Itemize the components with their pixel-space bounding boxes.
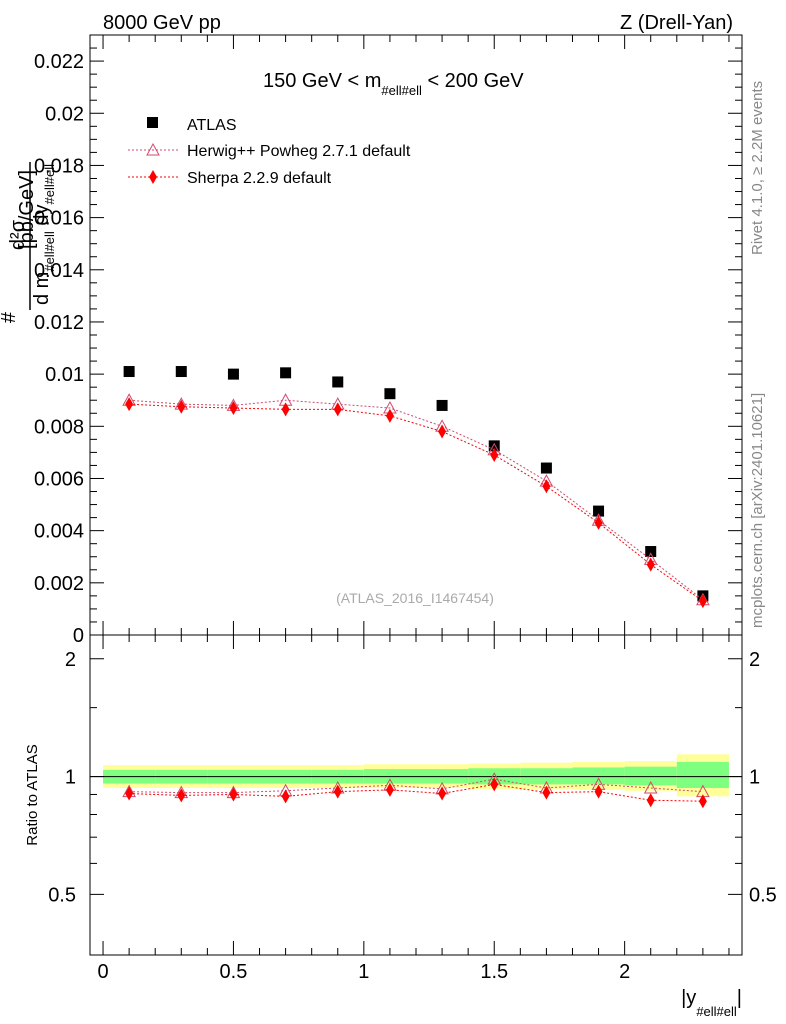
ratio-data-point <box>229 787 238 802</box>
legend-label-sherpa: Sherpa 2.2.9 default <box>187 170 332 187</box>
main-panel: 0 0.002 0.004 0.006 0.008 0.01 0.012 0.014 0.016… <box>0 34 743 647</box>
ratio-data-point <box>698 794 707 809</box>
main-data-point <box>332 376 344 388</box>
ratio-bands <box>103 754 729 797</box>
ratio-y-tick-label: 2 <box>65 649 76 671</box>
ratio-data-point <box>594 784 603 799</box>
y-label-hash: # <box>0 311 20 323</box>
ratio-y-tick-label: 1 <box>65 767 76 789</box>
legend-label-herwig: Herwig++ Powheg 2.7.1 default <box>187 143 411 160</box>
main-data-point <box>281 402 290 417</box>
ratio-data-point <box>643 780 658 794</box>
legend-label-atlas: ATLAS <box>187 117 237 134</box>
main-y-tick-label: 0.012 <box>34 312 84 334</box>
y-label-denominator: d m#ell#ell dy#ell#ell <box>31 164 57 305</box>
main-series-line <box>129 403 704 602</box>
ratio-data-point <box>385 782 394 797</box>
main-y-tick-label: 0 <box>73 625 84 647</box>
main-title: 150 GeV < m#ell#ell < 200 GeV <box>263 70 524 98</box>
main-y-tick-label: 0.02 <box>45 103 84 125</box>
main-data-point <box>438 424 447 439</box>
x-tick-label: 1.5 <box>480 961 508 983</box>
ratio-data-point <box>646 793 655 808</box>
main-y-tick-label: 0.004 <box>34 521 84 543</box>
header-right: Z (Drell-Yan) <box>620 12 733 34</box>
ratio-y-tick-labels-right: 0.5 1 2 <box>749 649 777 907</box>
x-axis-label: |y#ell#ell| <box>681 987 742 1019</box>
main-data-point <box>488 440 500 452</box>
ratio-y-tick-label-right: 0.5 <box>749 884 777 906</box>
legend-marker-herwig <box>146 142 160 156</box>
ratio-data-point <box>177 788 186 803</box>
main-data-point <box>280 367 292 379</box>
main-data-point <box>385 408 394 423</box>
ratio-data-point <box>490 777 499 792</box>
main-data-point <box>594 515 603 530</box>
ratio-series <box>122 772 710 809</box>
ratio-y-tick-label: 0.5 <box>48 884 76 906</box>
main-y-tick-labels: 0 0.002 0.004 0.006 0.008 0.01 0.012 0.014 0.016… <box>34 51 84 647</box>
y-label-numerator: d²σ <box>7 219 29 250</box>
x-tick-label: 2 <box>619 961 630 983</box>
main-data-point <box>645 546 657 558</box>
y-label-units: [pb/GeV] <box>16 170 38 249</box>
ratio-data-point <box>438 786 447 801</box>
x-tick-label: 1 <box>358 961 369 983</box>
main-y-tick-label: 0.008 <box>34 416 84 438</box>
mcplots-side-label: mcplots.cern.ch [arXiv:2401.10621] <box>749 393 766 628</box>
ratio-data-point <box>542 785 551 800</box>
main-y-tick-label: 0.016 <box>34 208 84 230</box>
main-y-tick-label: 0.01 <box>45 364 84 386</box>
main-data-point <box>125 397 134 412</box>
main-data-point <box>227 368 239 380</box>
ratio-band-green <box>572 767 625 785</box>
main-data-point <box>646 557 655 572</box>
ratio-y-axis-label: Ratio to ATLAS <box>24 744 41 845</box>
main-data-point <box>540 462 552 474</box>
ratio-data-point <box>281 789 290 804</box>
main-y-axis-label: [pb/GeV] d²σ d m#ell#ell dy#ell#ell # <box>0 162 57 323</box>
main-data-point <box>436 399 448 411</box>
x-tick-label: 0.5 <box>220 961 248 983</box>
main-data-point <box>123 366 135 378</box>
ratio-band-green <box>624 766 677 786</box>
ratio-y-tick-labels-left: 0.5 1 2 <box>48 649 76 907</box>
ratio-data-point <box>125 786 134 801</box>
ratio-series-line <box>129 783 703 802</box>
ratio-panel-frame <box>89 634 743 956</box>
main-data-point <box>490 448 499 462</box>
ratio-band-green <box>676 761 729 788</box>
main-data-point <box>175 366 187 378</box>
legend-marker-atlas <box>147 117 158 128</box>
main-data-point <box>384 388 396 400</box>
x-tick-label: 0 <box>97 961 108 983</box>
main-data-point <box>593 505 605 517</box>
x-tick-labels: 0 0.5 1 1.5 2 <box>97 961 630 983</box>
ratio-data-point <box>333 784 342 799</box>
main-series <box>122 366 710 609</box>
main-y-tick-label: 0.022 <box>34 51 84 73</box>
main-data-point <box>177 399 186 414</box>
main-ticks <box>90 35 742 636</box>
main-y-tick-label: 0.002 <box>34 573 84 595</box>
main-y-tick-label: 0.014 <box>34 260 84 282</box>
main-data-point <box>229 401 238 416</box>
main-y-tick-label: 0.006 <box>34 468 84 490</box>
watermark: (ATLAS_2016_I1467454) <box>336 590 494 606</box>
ratio-ticks <box>90 635 742 955</box>
header-left: 8000 GeV pp <box>103 12 221 34</box>
main-series-line <box>129 399 704 601</box>
main-data-point <box>333 402 342 417</box>
ratio-y-tick-label-right: 2 <box>749 649 760 671</box>
main-y-tick-label: 0.018 <box>34 155 84 177</box>
main-data-point <box>698 594 707 609</box>
ratio-y-tick-label-right: 1 <box>749 767 760 789</box>
ratio-panel: 0.5 1 2 0.5 1 2 0 0.5 1 1.5 2 Ratio to ATLAS |y#… <box>24 634 777 1019</box>
legend: ATLAS Herwig++ Powheg 2.7.1 default Sher… <box>128 117 411 187</box>
main-data-point <box>542 479 551 494</box>
legend-marker-sherpa <box>149 170 157 184</box>
rivet-side-label: Rivet 4.1.0, ≥ 2.2M events <box>749 81 766 255</box>
ratio-series-line <box>129 778 703 794</box>
